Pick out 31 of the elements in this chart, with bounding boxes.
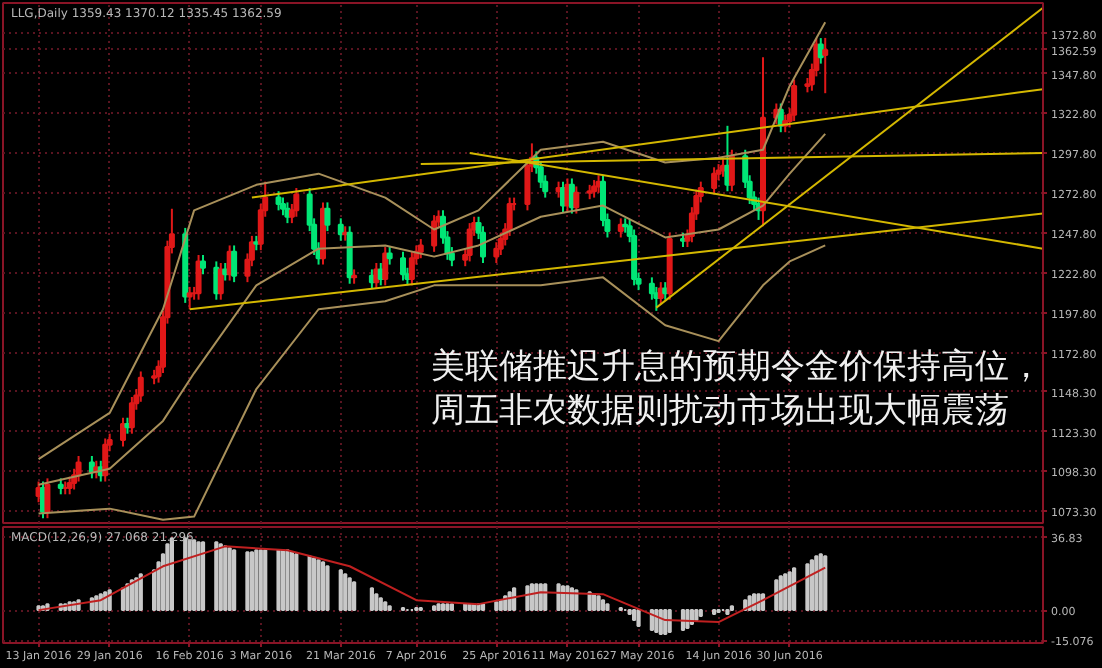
line-series [37, 545, 827, 624]
annotation: 美联储推迟升息的预期令金价保持高位， [431, 347, 1043, 387]
candlestick [75, 455, 82, 483]
candlestick [497, 231, 504, 257]
candlestick [217, 262, 224, 301]
candlestick [102, 437, 109, 483]
candlestick [480, 225, 486, 264]
candlestick [506, 196, 513, 237]
candlestick [791, 78, 798, 123]
candlestick [324, 201, 331, 233]
candlestick [631, 228, 638, 287]
candlestick [275, 190, 282, 212]
candlestick [293, 187, 300, 218]
candlestick [573, 185, 580, 215]
candlestick [44, 477, 51, 520]
candlestick [284, 201, 291, 225]
annotation: 周五非农数据则扰动市场出现大幅震荡 [431, 391, 1009, 431]
candlestick [417, 238, 424, 260]
candlestick [400, 250, 406, 282]
candlestick [537, 159, 544, 190]
candlestick [337, 217, 344, 242]
candlestick [728, 148, 735, 193]
candlestick [186, 285, 193, 311]
candlestick [137, 370, 144, 403]
candlestick [493, 241, 500, 264]
candlestick [120, 416, 126, 448]
candlestick [466, 222, 473, 263]
candlestick [711, 166, 718, 196]
candlestick [231, 244, 238, 284]
candlestick [200, 254, 206, 276]
candlestick [822, 36, 829, 95]
